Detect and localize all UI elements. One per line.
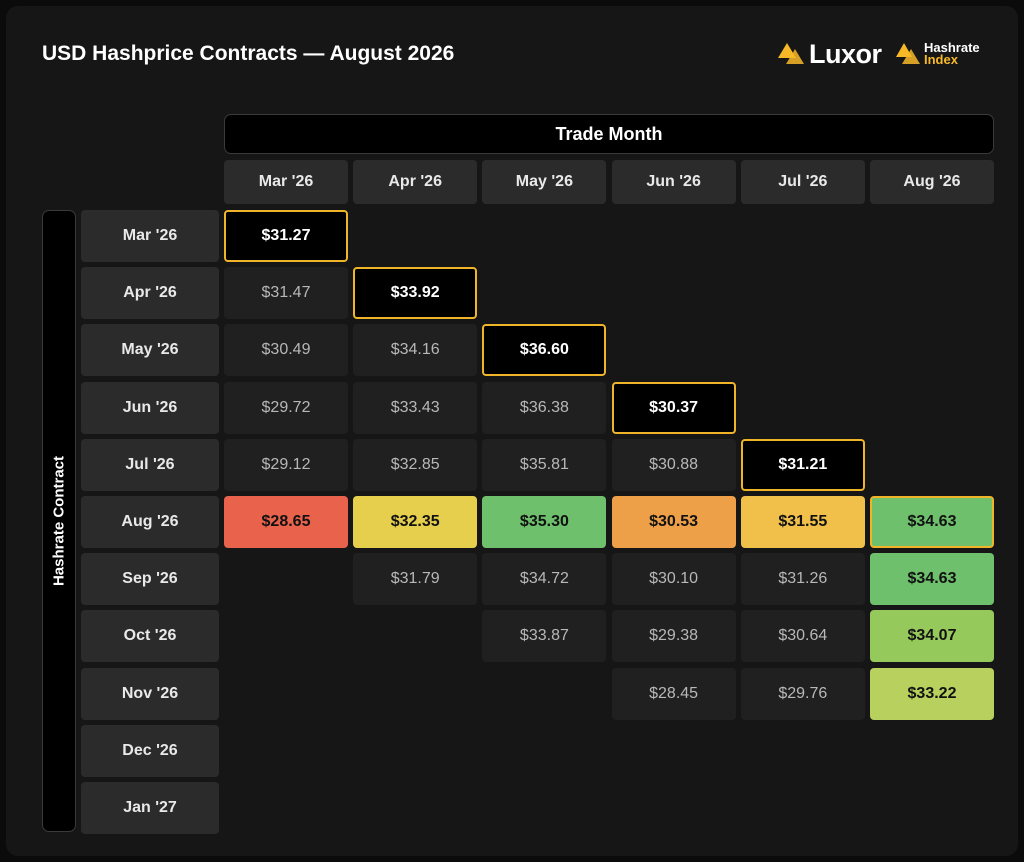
value-cell: $29.12 (224, 438, 348, 491)
value-cell: $30.10 (611, 553, 736, 606)
value-cell: $36.60 (482, 324, 607, 377)
value-cell: $29.76 (740, 667, 865, 720)
hashrate-index-logo: Hashrate Index (896, 39, 980, 69)
value-cell: $34.63 (870, 496, 994, 548)
column-header: Jun '26 (611, 160, 736, 204)
value-cell: $33.87 (482, 610, 607, 663)
value-cell: $30.53 (611, 496, 736, 548)
value-cell: $36.38 (482, 381, 607, 434)
hashrate-index-mark-icon (896, 43, 920, 64)
y-axis-label: Hashrate Contract (50, 455, 68, 587)
hashrate-index-line2: Index (924, 52, 958, 67)
value-cell: $31.47 (224, 267, 348, 320)
value-cell: $28.45 (611, 667, 736, 720)
y-axis-label-box: Hashrate Contract (42, 210, 76, 832)
row-header: Nov '26 (81, 667, 219, 720)
value-cell: $31.21 (740, 438, 865, 491)
value-cell: $33.43 (353, 381, 478, 434)
value-cell: $34.72 (482, 553, 607, 606)
row-header: Mar '26 (81, 210, 219, 262)
luxor-wordmark: Luxor (809, 38, 882, 69)
column-header: May '26 (482, 160, 607, 204)
value-cell: $31.55 (740, 496, 865, 548)
value-cell: $33.22 (870, 667, 994, 720)
row-header: Aug '26 (81, 496, 219, 548)
row-header: May '26 (81, 324, 219, 377)
x-axis-label: Trade Month (224, 114, 994, 154)
chart-panel: USD Hashprice Contracts — August 2026 Lu… (6, 6, 1018, 856)
chart-title: USD Hashprice Contracts — August 2026 (42, 42, 455, 65)
value-cell: $33.92 (353, 267, 478, 320)
luxor-logo: Luxor (778, 39, 882, 69)
value-cell: $30.49 (224, 324, 348, 377)
row-header: Jul '26 (81, 438, 219, 491)
value-cell: $32.35 (353, 496, 478, 548)
value-cell: $30.64 (740, 610, 865, 663)
column-header: Apr '26 (353, 160, 478, 204)
column-header: Jul '26 (740, 160, 865, 204)
value-cell: $31.26 (740, 553, 865, 606)
value-cell: $34.16 (353, 324, 478, 377)
value-cell: $28.65 (224, 496, 348, 548)
value-cell: $31.79 (353, 553, 478, 606)
column-header: Mar '26 (224, 160, 348, 204)
row-header: Oct '26 (81, 610, 219, 663)
value-cell: $30.88 (611, 438, 736, 491)
value-cell: $29.38 (611, 610, 736, 663)
row-header: Sep '26 (81, 553, 219, 606)
value-cell: $31.27 (224, 210, 348, 262)
value-cell: $35.81 (482, 438, 607, 491)
row-header: Jun '26 (81, 381, 219, 434)
row-header: Dec '26 (81, 724, 219, 777)
row-header: Jan '27 (81, 782, 219, 834)
column-header: Aug '26 (870, 160, 994, 204)
hashrate-index-line1: Hashrate (924, 40, 980, 55)
value-cell: $32.85 (353, 438, 478, 491)
value-cell: $34.63 (870, 553, 994, 606)
value-cell: $34.07 (870, 610, 994, 663)
value-cell: $35.30 (482, 496, 607, 548)
value-cell: $29.72 (224, 381, 348, 434)
luxor-mark-icon (778, 43, 804, 64)
value-cell: $30.37 (611, 381, 736, 434)
row-header: Apr '26 (81, 267, 219, 320)
